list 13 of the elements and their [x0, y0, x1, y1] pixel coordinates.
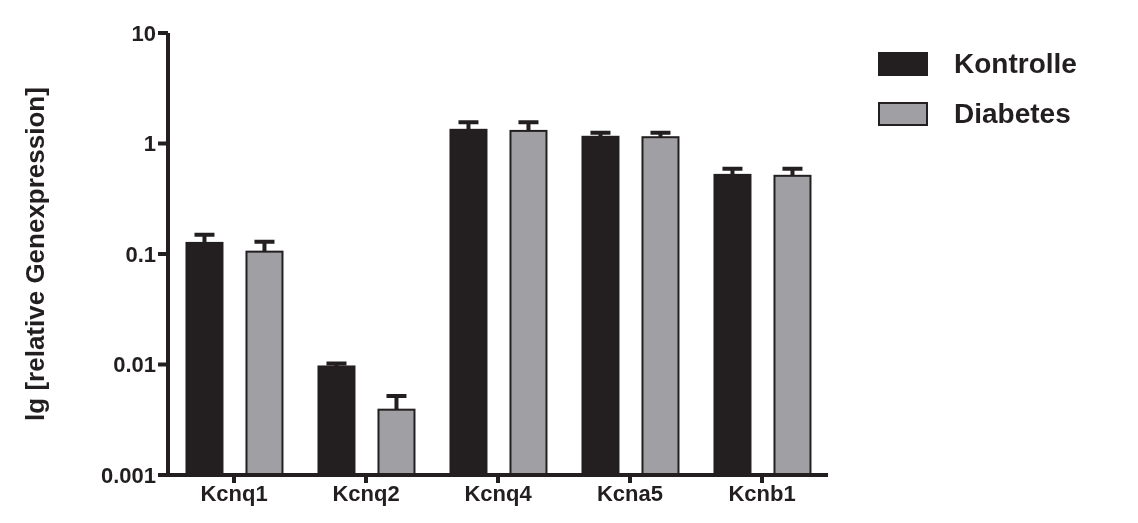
x-tick-label: Kcnq1 [200, 480, 268, 506]
y-tick-label: 1 [143, 131, 156, 157]
y-tick-label: 0.1 [125, 241, 156, 267]
y-tick-label: 0.001 [100, 462, 156, 488]
x-tick-label: Kcnq2 [332, 480, 400, 506]
x-tick-label: Kcnb1 [728, 480, 796, 506]
x-tick-label: Kcna5 [596, 480, 664, 506]
x-tick-label: Kcnq4 [464, 480, 533, 506]
y-axis-title: lg [relative Genexpression] [20, 87, 51, 421]
y-tick-label: 0.01 [113, 352, 156, 378]
legend-label: Kontrolle [954, 48, 1077, 80]
y-tick-label: 10 [131, 20, 156, 46]
legend-label: Diabetes [954, 98, 1071, 130]
